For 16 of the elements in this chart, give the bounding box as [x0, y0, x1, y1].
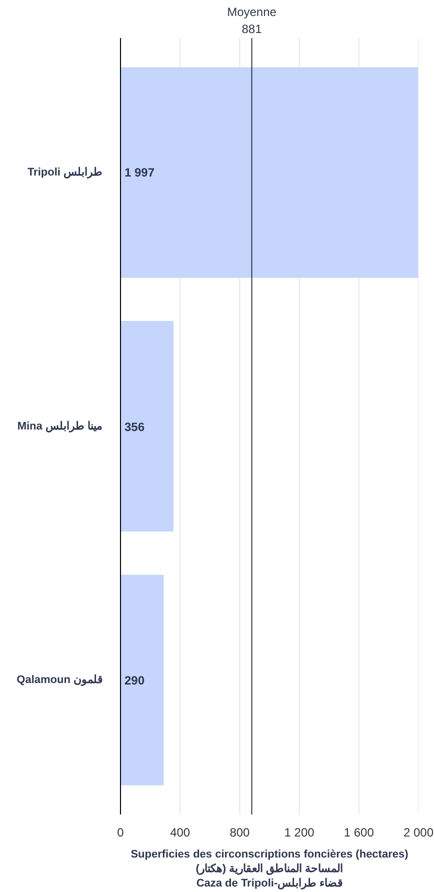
- y-tick-label: Mina مينا طرابلس: [17, 420, 103, 432]
- x-tick-label: 400: [170, 826, 190, 840]
- x-tick-label: 0: [117, 826, 124, 840]
- bar: [120, 67, 418, 278]
- x-tick-label: 800: [230, 826, 250, 840]
- data-label: 290: [124, 674, 145, 688]
- bar: [120, 574, 164, 786]
- y-tick-label: Qalamoun قلمون: [16, 674, 102, 686]
- x-tick-label: 2 000: [403, 826, 434, 840]
- x-tick-label: 1 200: [284, 826, 315, 840]
- data-label: 356: [124, 420, 145, 434]
- data-label: 1 997: [124, 166, 155, 180]
- bar: [120, 320, 174, 532]
- ref-line-label: Moyenne 881: [227, 5, 277, 36]
- y-tick-label: Tripoli طرابلس: [27, 166, 103, 179]
- x-tick-label: 1 600: [344, 826, 374, 840]
